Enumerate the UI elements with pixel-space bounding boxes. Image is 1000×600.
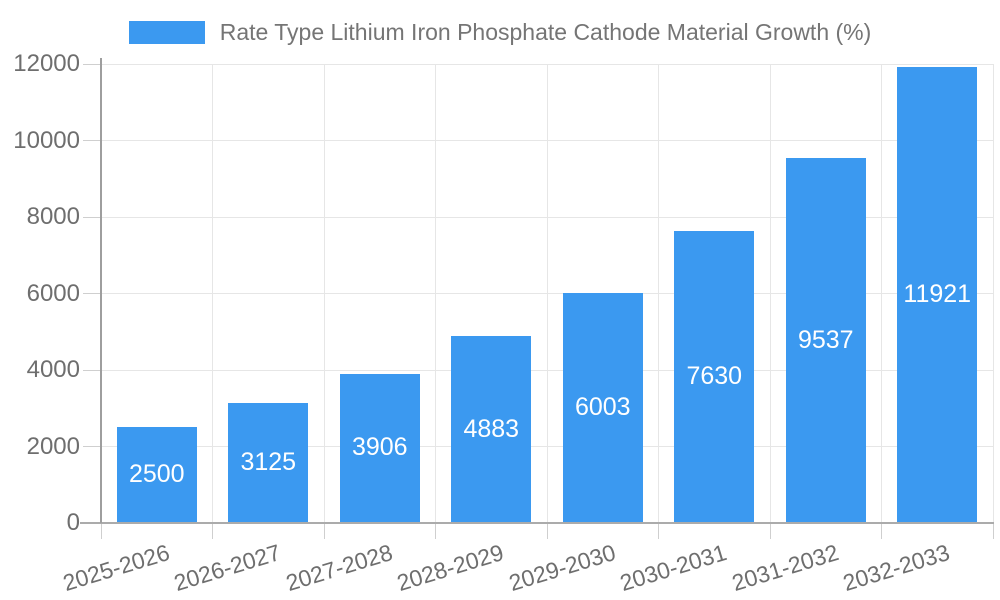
x-tick-label-text: 2026-2027	[171, 539, 284, 597]
y-axis-line	[100, 58, 102, 523]
x-tick-label-text: 2032-2033	[840, 539, 953, 597]
x-tick-label: 2026-2027	[26, 539, 284, 596]
x-tick-label-text: 2025-2026	[59, 539, 173, 597]
x-axis-tick	[546, 524, 548, 539]
bar-value-label: 3906	[351, 433, 408, 462]
bar-value-label: 3125	[240, 448, 297, 477]
gridline-vertical	[546, 64, 548, 523]
x-tick-label-text: 2029-2030	[505, 539, 619, 597]
bar[interactable]: 2500	[116, 427, 197, 523]
gridline-vertical	[658, 64, 659, 523]
gridline-vertical	[881, 64, 882, 523]
bar[interactable]: 6003	[562, 293, 643, 523]
x-tick-label: 2031-2032	[584, 539, 842, 596]
bar-value-label: 4883	[463, 414, 520, 443]
x-axis-tick	[769, 524, 771, 539]
bar[interactable]: 3906	[339, 373, 420, 523]
x-axis-tick	[100, 524, 102, 539]
y-tick-label: 6000	[26, 279, 80, 307]
y-axis-tick	[83, 293, 101, 294]
bar-value-label: 11921	[903, 280, 972, 308]
x-tick-label: 2030-2031	[472, 539, 730, 596]
bar-value-label: 2500	[128, 460, 185, 489]
x-tick-label-text: 2028-2029	[394, 539, 507, 597]
x-tick-label: 2028-2029	[249, 539, 507, 596]
y-tick-label: 2000	[26, 432, 80, 460]
x-axis-tick	[658, 524, 659, 539]
gridline-vertical	[212, 64, 213, 523]
x-tick-label: 2032-2033	[695, 539, 953, 596]
x-axis-tick	[435, 524, 436, 539]
x-tick-label-text: 2027-2028	[282, 539, 396, 597]
bar[interactable]: 4883	[451, 336, 532, 523]
bar-value-label: 6003	[574, 393, 631, 422]
x-axis-tick	[212, 524, 213, 539]
y-axis-tick	[83, 216, 101, 218]
bar[interactable]: 7630	[674, 231, 755, 523]
bar-value-label: 9537	[797, 325, 854, 354]
gridline-vertical	[769, 64, 771, 523]
x-axis-tick	[323, 524, 325, 539]
gridline-vertical	[435, 64, 436, 523]
legend-label: Rate Type Lithium Iron Phosphate Cathode…	[219, 18, 872, 45]
y-axis-tick	[83, 63, 101, 65]
x-tick-label: 2029-2030	[361, 539, 619, 596]
bar[interactable]: 3125	[228, 403, 309, 523]
y-axis-tick	[83, 446, 101, 447]
x-tick-label-text: 2031-2032	[728, 539, 842, 597]
y-axis-tick	[83, 140, 101, 141]
bar-value-label: 7630	[686, 362, 743, 391]
bar[interactable]: 11921	[897, 67, 978, 523]
x-axis-line	[80, 522, 994, 524]
gridline-vertical	[992, 64, 994, 523]
legend-swatch	[128, 20, 205, 44]
chart-legend-item[interactable]: Rate Type Lithium Iron Phosphate Cathode…	[0, 16, 1000, 48]
y-tick-label: 12000	[13, 50, 80, 77]
bar[interactable]: 9537	[785, 158, 866, 523]
y-tick-label: 10000	[13, 126, 80, 154]
x-tick-label: 2025-2026	[0, 539, 173, 596]
y-tick-label: 8000	[26, 203, 80, 230]
y-tick-label: 4000	[26, 356, 80, 383]
x-axis-tick	[992, 524, 994, 539]
x-tick-label-text: 2030-2031	[617, 539, 730, 597]
x-axis-tick	[881, 524, 882, 539]
y-axis-tick	[83, 369, 101, 371]
x-tick-label: 2027-2028	[138, 539, 396, 596]
gridline-vertical	[323, 64, 325, 523]
y-tick-label: 0	[66, 509, 80, 536]
